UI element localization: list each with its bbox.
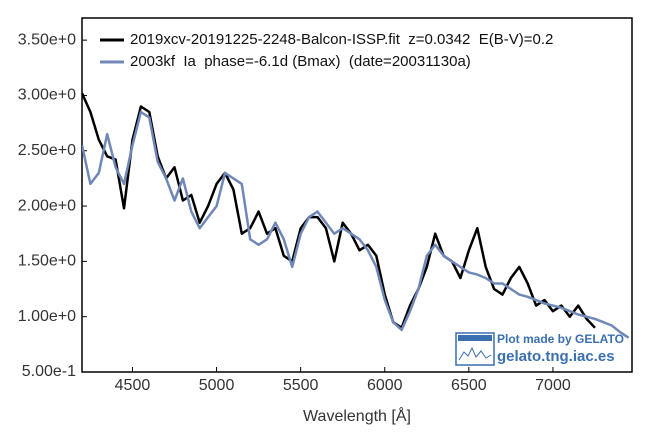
y-tick-label: 3.50e+0 xyxy=(18,31,76,48)
x-tick-label: 4500 xyxy=(115,377,151,394)
y-tick-label: 3.00e+0 xyxy=(18,87,76,104)
logo-band xyxy=(458,335,492,341)
y-tick-label: 1.00e+0 xyxy=(18,308,76,325)
legend-label: 2003kf Ia phase=-6.1d (Bmax) (date=20031… xyxy=(130,53,471,70)
x-tick-label: 6500 xyxy=(451,377,487,394)
series-line xyxy=(82,110,630,339)
x-tick-label: 5500 xyxy=(283,377,319,394)
watermark-line2: gelato.tng.iac.es xyxy=(497,348,615,365)
series-line xyxy=(82,92,596,330)
y-tick-label: 1.50e+0 xyxy=(18,253,76,270)
legend: 2019xcv-20191225-2248-Balcon-ISSP.fit z=… xyxy=(100,31,553,70)
legend-label: 2019xcv-20191225-2248-Balcon-ISSP.fit z=… xyxy=(130,31,553,48)
x-tick-label: 6000 xyxy=(367,377,403,394)
watermark: Plot made by GELATO gelato.tng.iac.es xyxy=(455,332,624,366)
x-tick-label: 5000 xyxy=(199,377,235,394)
plot-frame xyxy=(81,17,633,373)
logo-graph xyxy=(458,346,492,361)
x-axis-label: Wavelength [Å] xyxy=(303,406,411,425)
x-tick-label: 7000 xyxy=(535,377,571,394)
y-tick-label: 5.00e-1 xyxy=(22,363,76,380)
y-tick-label: 2.50e+0 xyxy=(18,142,76,159)
watermark-line1: Plot made by GELATO xyxy=(497,332,624,346)
y-tick-label: 2.00e+0 xyxy=(18,197,76,214)
